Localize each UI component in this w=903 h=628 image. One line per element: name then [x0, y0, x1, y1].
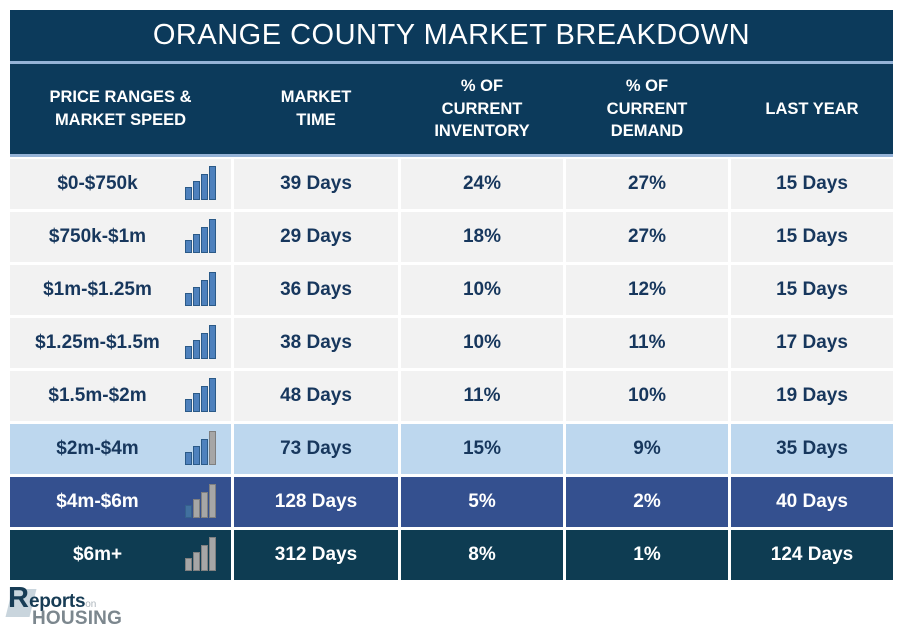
last-year-cell: 15 Days — [731, 159, 893, 209]
market-speed-bar-chart-icon — [185, 430, 231, 468]
market-time-cell: 36 Days — [234, 265, 398, 315]
market-time-cell: 73 Days — [234, 424, 398, 474]
pct-current-demand-cell: 2% — [566, 477, 728, 527]
column-header-market-time: MARKET TIME — [280, 88, 352, 129]
pct-current-demand-cell: 11% — [566, 318, 728, 368]
price-range-cell: $1.25m-$1.5m — [10, 318, 231, 368]
pct-current-inventory-cell: 10% — [401, 318, 563, 368]
table-row: $1.25m-$1.5m 38 Days 10% 11% 17 Days — [10, 318, 893, 368]
price-range-label: $1.5m-$2m — [48, 385, 147, 406]
table-row: $1.5m-$2m 48 Days 11% 10% 19 Days — [10, 371, 893, 421]
market-time-cell: 48 Days — [234, 371, 398, 421]
market-time-cell: 38 Days — [234, 318, 398, 368]
pct-current-inventory-cell: 18% — [401, 212, 563, 262]
price-range-label: $1m-$1.25m — [43, 279, 152, 300]
page-title: ORANGE COUNTY MARKET BREAKDOWN — [10, 10, 893, 61]
price-range-cell: $6m+ — [10, 530, 231, 580]
table-row: $1m-$1.25m 36 Days 10% 12% 15 Days — [10, 265, 893, 315]
column-header-pct-current-demand: % OF CURRENT DEMAND — [606, 76, 688, 141]
pct-current-demand-cell: 27% — [566, 159, 728, 209]
last-year-cell: 40 Days — [731, 477, 893, 527]
table-row: $2m-$4m 73 Days 15% 9% 35 Days — [10, 424, 893, 474]
price-range-label: $6m+ — [72, 544, 123, 565]
table-row: $750k-$1m 29 Days 18% 27% 15 Days — [10, 212, 893, 262]
pct-current-inventory-cell: 15% — [401, 424, 563, 474]
logo-housing-text: HOUSING — [32, 608, 123, 628]
column-header-pct-current-inventory: % OF CURRENT INVENTORY — [434, 76, 530, 141]
price-range-cell: $4m-$6m — [10, 477, 231, 527]
last-year-cell: 15 Days — [731, 212, 893, 262]
market-speed-bar-chart-icon — [185, 218, 231, 256]
last-year-cell: 19 Days — [731, 371, 893, 421]
logo-reports-initial: R — [8, 582, 29, 614]
price-range-label: $750k-$1m — [48, 226, 147, 247]
market-time-cell: 128 Days — [234, 477, 398, 527]
pct-current-demand-cell: 10% — [566, 371, 728, 421]
market-speed-bar-chart-icon — [185, 377, 231, 415]
last-year-cell: 35 Days — [731, 424, 893, 474]
column-header-last-year: LAST YEAR — [765, 99, 859, 118]
table-header-row: PRICE RANGES & MARKET SPEED MARKET TIME … — [10, 64, 893, 154]
price-range-cell: $1m-$1.25m — [10, 265, 231, 315]
table-row: $0-$750k 39 Days 24% 27% 15 Days — [10, 159, 893, 209]
price-range-cell: $750k-$1m — [10, 212, 231, 262]
pct-current-demand-cell: 12% — [566, 265, 728, 315]
pct-current-demand-cell: 27% — [566, 212, 728, 262]
market-time-cell: 29 Days — [234, 212, 398, 262]
pct-current-demand-cell: 1% — [566, 530, 728, 580]
price-range-cell: $0-$750k — [10, 159, 231, 209]
market-speed-bar-chart-icon — [185, 165, 231, 203]
header-divider-line — [10, 154, 893, 157]
pct-current-inventory-cell: 5% — [401, 477, 563, 527]
price-range-label: $2m-$4m — [56, 438, 139, 459]
price-range-label: $4m-$6m — [56, 491, 139, 512]
price-range-cell: $2m-$4m — [10, 424, 231, 474]
price-range-label: $0-$750k — [57, 173, 138, 194]
reports-on-housing-logo: Reportson HOUSING — [5, 582, 168, 628]
price-range-label: $1.25m-$1.5m — [35, 332, 160, 353]
last-year-cell: 17 Days — [731, 318, 893, 368]
column-header-price-ranges: PRICE RANGES & MARKET SPEED — [49, 88, 192, 129]
market-speed-bar-chart-icon — [185, 483, 231, 521]
market-speed-bar-chart-icon — [185, 271, 231, 309]
market-time-cell: 312 Days — [234, 530, 398, 580]
market-speed-bar-chart-icon — [185, 324, 231, 362]
table-row: $6m+ 312 Days 8% 1% 124 Days — [10, 530, 893, 580]
last-year-cell: 124 Days — [731, 530, 893, 580]
price-range-cell: $1.5m-$2m — [10, 371, 231, 421]
market-breakdown-table: ORANGE COUNTY MARKET BREAKDOWN PRICE RAN… — [10, 10, 893, 580]
pct-current-demand-cell: 9% — [566, 424, 728, 474]
market-speed-bar-chart-icon — [185, 536, 231, 574]
logo-on-text: on — [85, 599, 97, 610]
pct-current-inventory-cell: 11% — [401, 371, 563, 421]
pct-current-inventory-cell: 8% — [401, 530, 563, 580]
last-year-cell: 15 Days — [731, 265, 893, 315]
table-row: $4m-$6m 128 Days 5% 2% 40 Days — [10, 477, 893, 527]
pct-current-inventory-cell: 10% — [401, 265, 563, 315]
logo-reports-text: eports — [28, 591, 86, 612]
table-rows: $0-$750k 39 Days 24% 27% 15 Days $750k-$… — [10, 159, 893, 580]
pct-current-inventory-cell: 24% — [401, 159, 563, 209]
market-time-cell: 39 Days — [234, 159, 398, 209]
title-divider-line — [10, 61, 893, 64]
